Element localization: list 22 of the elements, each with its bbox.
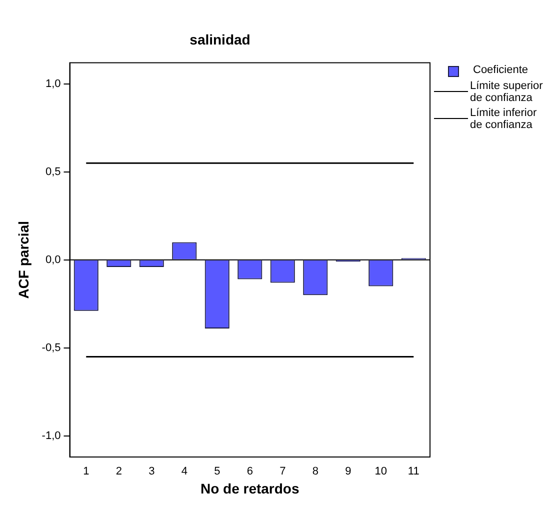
x-tick-label: 7 xyxy=(280,466,286,478)
y-axis-title: ACF parcial xyxy=(15,220,32,299)
y-tick-label: -1,0 xyxy=(42,430,61,442)
y-tick-label: 0,0 xyxy=(45,254,61,266)
x-tick-label: 9 xyxy=(345,466,352,478)
x-tick-label: 5 xyxy=(214,466,220,478)
x-tick-label: 2 xyxy=(116,466,122,478)
x-tick-label: 6 xyxy=(246,466,253,478)
chart-title: salinidad xyxy=(190,31,250,48)
legend-label: Coeficiente xyxy=(473,64,528,76)
y-tick-label: -0,5 xyxy=(42,342,61,354)
x-tick-label: 8 xyxy=(312,466,318,478)
x-tick-label: 4 xyxy=(181,466,188,478)
legend-label: Límite superior de confianza xyxy=(470,80,544,104)
x-axis-title: No de retardos xyxy=(200,480,300,496)
x-tick-label: 10 xyxy=(374,466,387,478)
x-tick-label: 1 xyxy=(83,466,90,478)
x-tick-label: 11 xyxy=(408,466,420,478)
x-tick-label: 3 xyxy=(148,466,155,478)
y-tick-label: 1,0 xyxy=(45,78,61,90)
y-tick-label: 0,5 xyxy=(45,166,61,178)
legend-label: Límite inferior de confianza xyxy=(470,107,538,131)
